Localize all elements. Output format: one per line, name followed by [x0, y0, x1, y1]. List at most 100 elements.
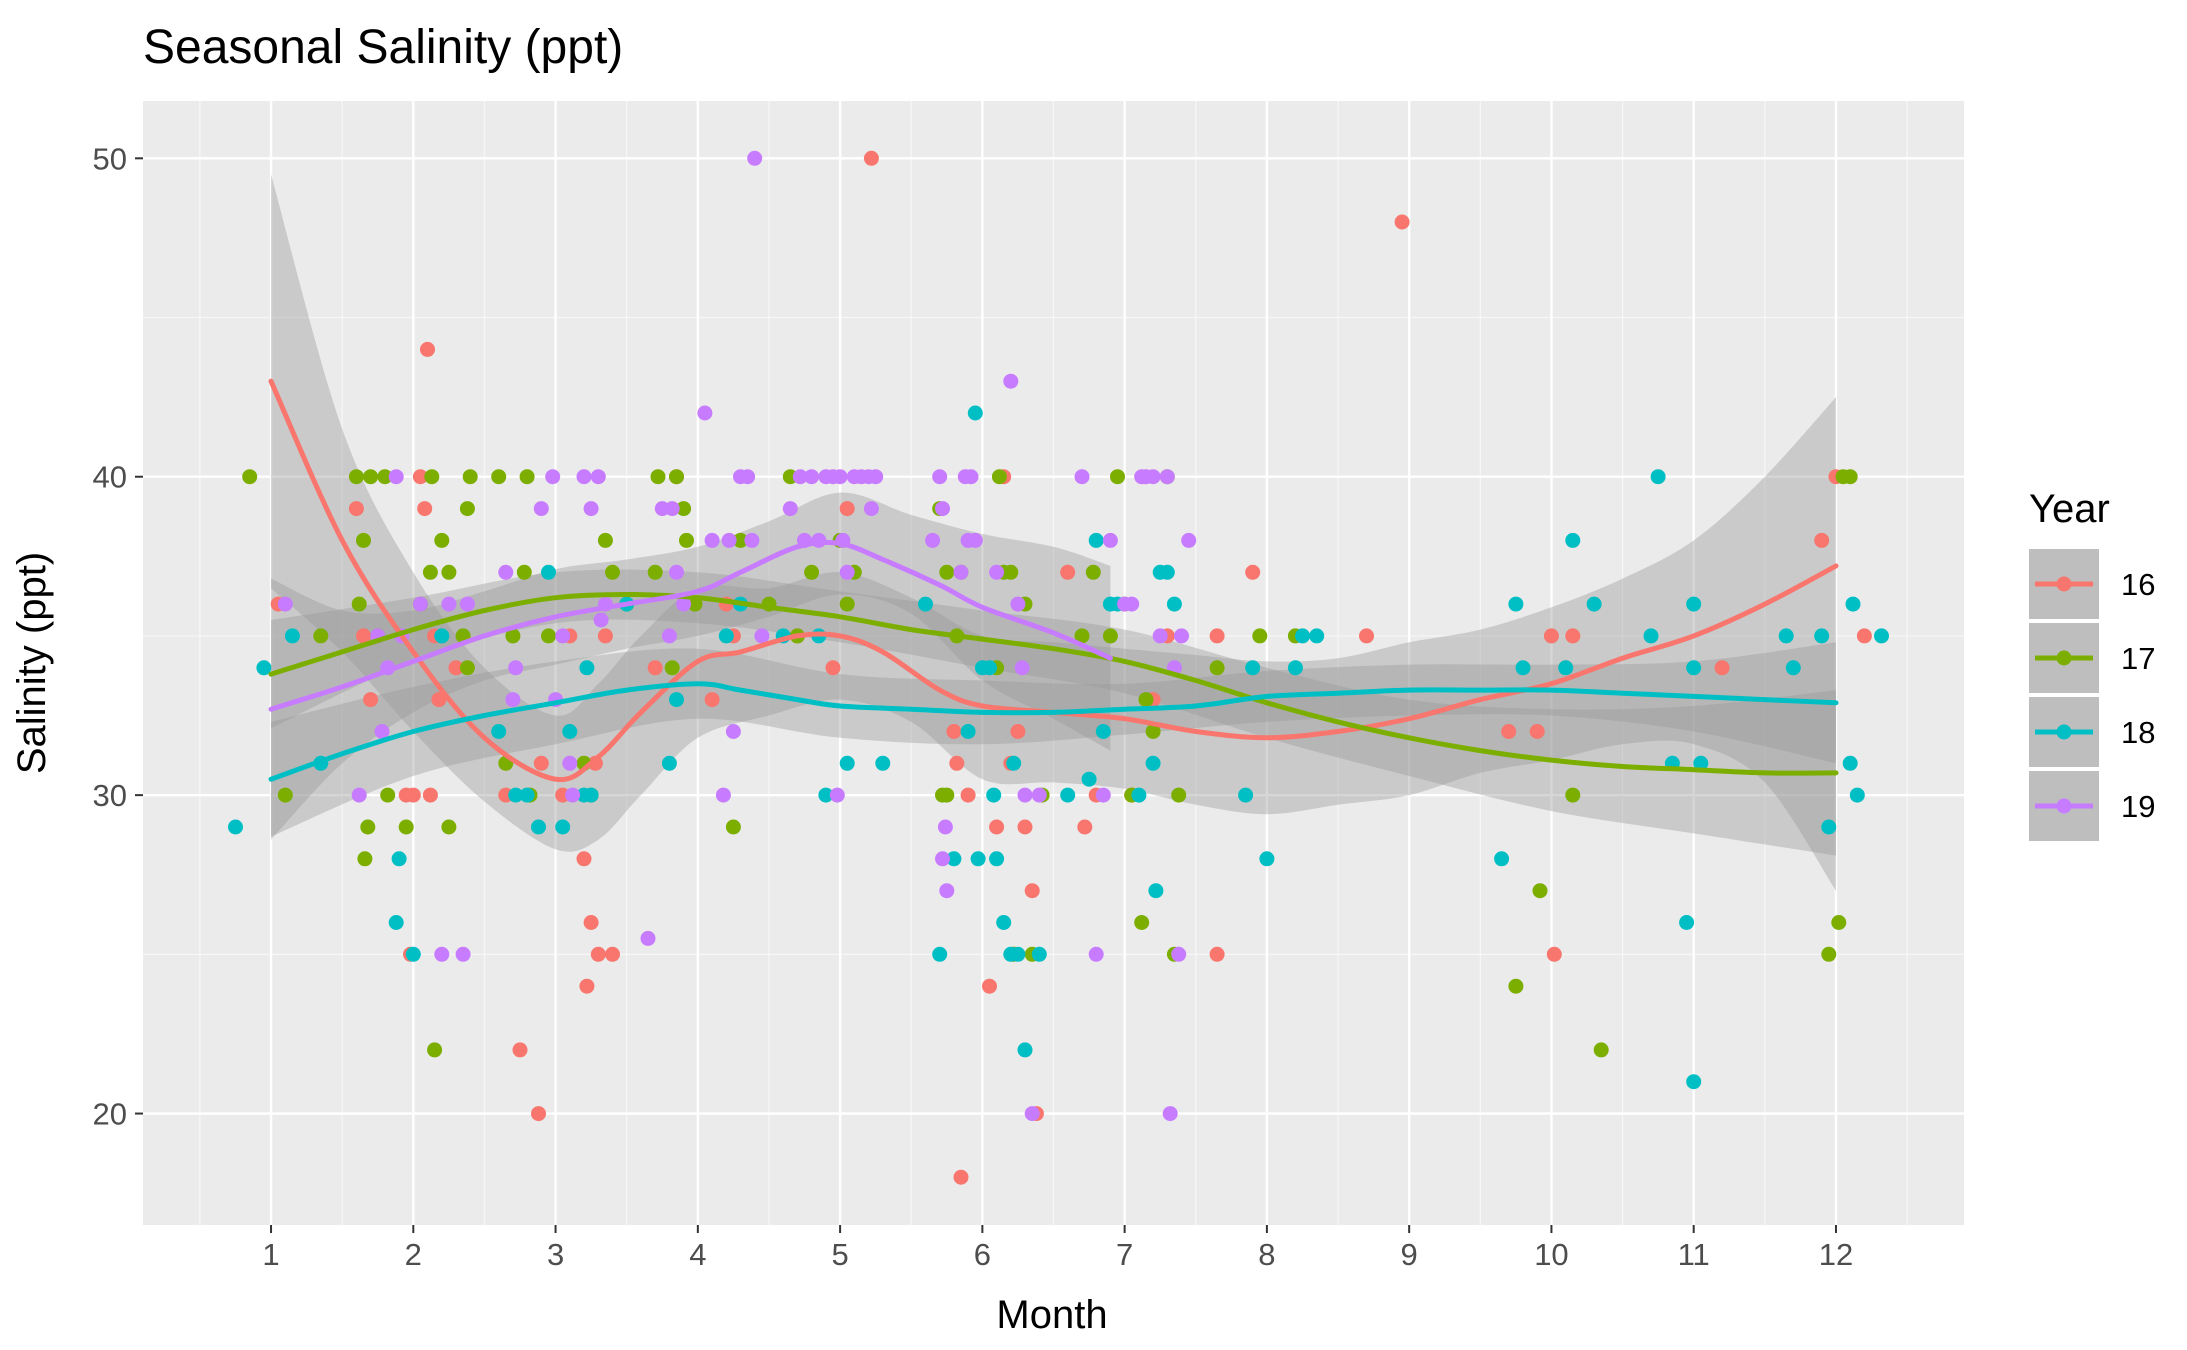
data-point-19	[664, 501, 680, 517]
data-point-18	[918, 596, 933, 612]
data-point-19	[441, 596, 457, 612]
data-point-17	[360, 819, 376, 835]
data-point-18	[1586, 596, 1602, 612]
data-point-19	[721, 532, 737, 548]
data-point-17	[505, 628, 521, 644]
data-point-18	[1031, 946, 1047, 962]
data-point-19	[1031, 787, 1047, 803]
data-point-16	[412, 469, 428, 485]
data-point-18	[970, 851, 986, 867]
data-point-18	[967, 405, 983, 421]
data-point-16	[704, 692, 720, 708]
data-point-18	[541, 564, 556, 580]
data-point-19	[676, 596, 692, 612]
data-point-18	[1010, 946, 1026, 962]
trend-line-19	[268, 539, 1113, 712]
data-point-18	[1508, 596, 1524, 612]
data-point-19	[351, 787, 367, 803]
data-point-19	[1124, 596, 1140, 612]
data-point-16	[576, 851, 592, 867]
data-point-18	[1814, 628, 1830, 644]
data-point-16	[989, 819, 1005, 835]
data-point-19	[1181, 532, 1197, 548]
trend-line-18	[268, 681, 1839, 782]
data-point-16	[953, 1169, 969, 1185]
confidence-band-19	[271, 492, 1111, 840]
data-point-17	[804, 564, 820, 580]
data-point-17	[377, 469, 393, 485]
data-point-19	[1171, 946, 1187, 962]
legend-label: 16	[2121, 567, 2155, 602]
data-point-18	[583, 787, 599, 803]
legend-title: Year	[2029, 487, 2110, 531]
data-point-17	[679, 532, 694, 548]
data-point-18	[669, 692, 684, 708]
data-point-19	[804, 469, 820, 485]
data-point-17	[1145, 724, 1161, 739]
data-point-19	[498, 564, 514, 580]
data-point-18	[1095, 724, 1111, 739]
data-point-16	[417, 501, 433, 517]
data-point-18	[1245, 660, 1261, 676]
data-point-18	[1565, 532, 1581, 548]
trend-line-16	[268, 378, 1839, 783]
data-point-18	[256, 660, 272, 676]
data-point-18	[960, 724, 976, 739]
data-point-18	[1259, 851, 1275, 867]
data-point-19	[963, 469, 979, 485]
data-point-16	[583, 915, 599, 930]
data-point-17	[1842, 469, 1858, 485]
data-point-18	[839, 755, 855, 771]
x-tick-label: 11	[1678, 1237, 1710, 1272]
x-tick-label: 1	[262, 1237, 279, 1272]
data-point-19	[925, 532, 941, 548]
data-point-18	[1159, 564, 1175, 580]
data-point-16	[448, 660, 464, 676]
x-tick-label: 6	[974, 1237, 991, 1272]
data-point-17	[441, 564, 457, 580]
data-point-17	[1102, 628, 1118, 644]
data-point-18	[391, 851, 407, 867]
data-point-16	[825, 660, 841, 676]
data-point-17	[725, 819, 741, 835]
x-tick-label: 3	[547, 1237, 564, 1272]
data-point-17	[1074, 628, 1090, 644]
data-point-19	[1095, 787, 1111, 803]
data-point-18	[1060, 787, 1076, 803]
data-point-19	[1024, 1106, 1040, 1122]
data-point-17	[491, 469, 507, 485]
data-point-17	[1209, 660, 1225, 676]
data-point-18	[1558, 660, 1574, 676]
data-point-16	[420, 341, 435, 357]
data-point-18	[1081, 771, 1097, 787]
data-point-17	[1831, 915, 1847, 930]
data-point-16	[1209, 946, 1225, 962]
data-point-17	[1565, 787, 1581, 803]
y-axis: 20 30 40 50	[93, 141, 143, 1132]
data-point-17	[357, 851, 373, 867]
data-point-19	[792, 469, 808, 485]
data-point-19	[533, 501, 549, 517]
data-point-16	[1359, 628, 1374, 644]
data-point-18	[434, 628, 450, 644]
data-point-19	[1017, 787, 1033, 803]
data-point-19	[715, 787, 731, 803]
data-point-19	[661, 628, 677, 644]
data-point-19	[747, 150, 763, 166]
data-point-16	[1814, 532, 1830, 548]
data-point-19	[832, 469, 848, 485]
data-point-19	[1152, 628, 1168, 644]
data-point-16	[960, 787, 976, 803]
data-point-19	[565, 787, 581, 803]
chart-title: Seasonal Salinity (ppt)	[143, 21, 623, 74]
data-point-19	[388, 469, 404, 485]
data-point-17	[313, 628, 329, 644]
data-point-18	[1686, 660, 1702, 676]
data-point-19	[829, 787, 845, 803]
data-point-18	[1643, 628, 1659, 644]
x-axis: 1 2 3 4 5 6 7 8 9 10 11 12	[262, 1225, 1853, 1272]
data-point-17	[1134, 915, 1150, 930]
data-point-18	[1131, 787, 1147, 803]
x-tick-label: 10	[1534, 1237, 1568, 1272]
data-point-19	[704, 532, 720, 548]
